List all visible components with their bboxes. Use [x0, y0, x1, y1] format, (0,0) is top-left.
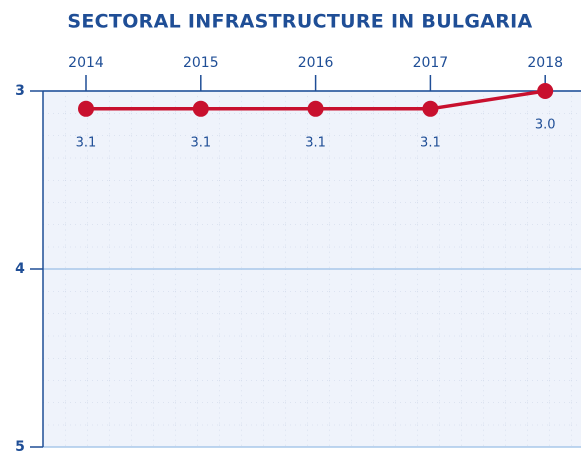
value-label: 3.1 [305, 135, 326, 150]
data-point [78, 100, 94, 117]
x-tick-label: 2015 [183, 55, 219, 71]
data-point [422, 100, 439, 117]
x-tick-label: 2017 [413, 55, 449, 71]
chart-title: SECTORAL INFRASTRUCTURE IN BULGARIA [67, 11, 532, 33]
value-label: 3.0 [535, 118, 556, 133]
x-tick-label: 2014 [68, 55, 104, 71]
y-tick-label: 5 [15, 439, 25, 452]
data-point [192, 100, 209, 117]
data-point [307, 100, 324, 117]
y-tick-label: 4 [15, 261, 25, 277]
y-tick-label: 3 [15, 83, 25, 99]
data-point [537, 83, 554, 99]
x-tick-label: 2016 [298, 55, 334, 71]
value-label: 3.1 [420, 135, 441, 150]
x-tick-label: 2018 [527, 55, 563, 71]
chart-layer: 3 4 5 2014 2015 2016 2017 2018 3.1 3.1 3.1 3.1 3.0 [15, 55, 581, 452]
value-label: 3.1 [76, 135, 97, 150]
value-label: 3.1 [190, 135, 211, 150]
